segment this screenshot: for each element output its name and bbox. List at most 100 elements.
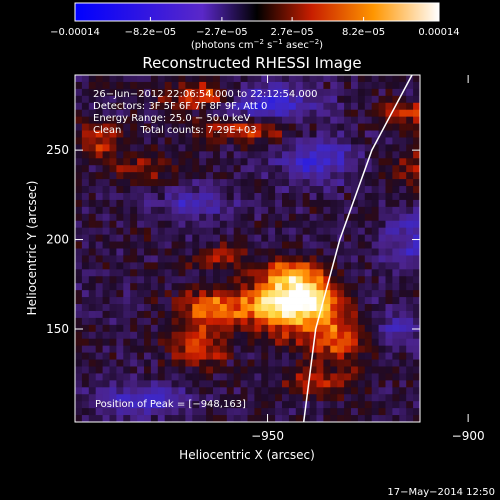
- heatmap-cell: [323, 310, 331, 319]
- heatmap-cell: [371, 408, 379, 416]
- heatmap-cell: [413, 276, 420, 284]
- heatmap-cell: [171, 123, 179, 131]
- heatmap-cell: [247, 144, 255, 152]
- heatmap-cell: [247, 192, 255, 201]
- heatmap-cell: [157, 102, 166, 111]
- heatmap-cell: [344, 366, 352, 374]
- heatmap-cell: [185, 290, 193, 298]
- heatmap-cell: [302, 345, 310, 353]
- heatmap-cell: [206, 130, 214, 138]
- heatmap-cell: [240, 227, 248, 236]
- heatmap-cell: [157, 234, 166, 242]
- heatmap-cell: [275, 186, 283, 194]
- heatmap-cell: [150, 248, 159, 256]
- heatmap-cell: [75, 248, 83, 256]
- heatmap-cell: [116, 338, 124, 347]
- heatmap-cell: [213, 213, 221, 222]
- heatmap-cell: [109, 373, 117, 381]
- heatmap-cell: [295, 151, 304, 159]
- heatmap-cell: [178, 269, 186, 277]
- heatmap-cell: [357, 297, 366, 305]
- heatmap-cell: [199, 109, 207, 118]
- heatmap-cell: [226, 304, 235, 312]
- heatmap-cell: [413, 345, 420, 353]
- heatmap-cell: [295, 88, 304, 97]
- heatmap-cell: [206, 297, 214, 305]
- heatmap-cell: [178, 248, 186, 256]
- heatmap-cell: [364, 248, 373, 256]
- heatmap-cell: [171, 345, 179, 353]
- heatmap-cell: [164, 192, 172, 201]
- heatmap-cell: [330, 241, 338, 249]
- heatmap-cell: [282, 199, 290, 208]
- heatmap-cell: [413, 102, 420, 111]
- heatmap-cell: [130, 366, 138, 374]
- heatmap-cell: [144, 366, 152, 374]
- heatmap-cell: [199, 248, 207, 256]
- heatmap-cell: [157, 130, 166, 138]
- heatmap-cell: [102, 345, 110, 353]
- heatmap-cell: [330, 165, 338, 173]
- heatmap-cell: [192, 331, 200, 340]
- heatmap-cell: [247, 415, 255, 422]
- heatmap-cell: [316, 276, 324, 284]
- heatmap-cell: [295, 262, 304, 270]
- heatmap-cell: [261, 130, 269, 138]
- heatmap-cell: [123, 179, 131, 187]
- heatmap-cell: [261, 380, 269, 388]
- heatmap-cell: [75, 394, 83, 402]
- heatmap-cell: [288, 75, 297, 83]
- heatmap-cell: [344, 165, 352, 173]
- heatmap-cell: [357, 144, 366, 152]
- heatmap-cell: [254, 255, 262, 263]
- heatmap-cell: [364, 158, 373, 166]
- heatmap-cell: [233, 338, 241, 347]
- heatmap-cell: [164, 102, 172, 111]
- heatmap-cell: [164, 380, 172, 388]
- heatmap-cell: [185, 158, 193, 166]
- heatmap-cell: [199, 366, 207, 374]
- heatmap-cell: [385, 297, 393, 305]
- heatmap-cell: [302, 186, 310, 194]
- heatmap-cell: [109, 172, 117, 180]
- heatmap-cell: [337, 345, 345, 353]
- heatmap-cell: [185, 248, 193, 256]
- heatmap-cell: [150, 366, 159, 374]
- heatmap-cell: [406, 220, 414, 229]
- heatmap-cell: [137, 199, 145, 208]
- heatmap-cell: [351, 345, 359, 353]
- heatmap-cell: [144, 109, 152, 118]
- heatmap-cell: [213, 373, 221, 381]
- heatmap-cell: [150, 401, 159, 409]
- heatmap-cell: [226, 248, 235, 256]
- heatmap-cell: [344, 283, 352, 291]
- heatmap-cell: [413, 192, 420, 201]
- heatmap-cell: [392, 352, 400, 360]
- heatmap-cell: [282, 144, 290, 152]
- heatmap-cell: [268, 248, 276, 256]
- heatmap-cell: [109, 123, 117, 131]
- heatmap-cell: [199, 172, 207, 180]
- heatmap-cell: [357, 102, 366, 111]
- heatmap-cell: [123, 213, 131, 222]
- heatmap-cell: [199, 324, 207, 333]
- heatmap-cell: [254, 186, 262, 194]
- heatmap-cell: [371, 304, 379, 312]
- heatmap-cell: [385, 387, 393, 395]
- heatmap-cell: [268, 408, 276, 416]
- heatmap-cell: [282, 304, 290, 312]
- heatmap-cell: [275, 151, 283, 159]
- heatmap-cell: [385, 324, 393, 333]
- heatmap-cell: [240, 255, 248, 263]
- heatmap-cell: [199, 81, 207, 90]
- heatmap-cell: [295, 345, 304, 353]
- heatmap-cell: [213, 172, 221, 180]
- heatmap-cell: [192, 269, 200, 277]
- heatmap-cell: [247, 297, 255, 305]
- heatmap-cell: [385, 401, 393, 409]
- heatmap-cell: [385, 310, 393, 319]
- heatmap-cell: [226, 241, 235, 249]
- heatmap-cell: [192, 116, 200, 124]
- heatmap-cell: [364, 331, 373, 340]
- heatmap-cell: [309, 179, 317, 187]
